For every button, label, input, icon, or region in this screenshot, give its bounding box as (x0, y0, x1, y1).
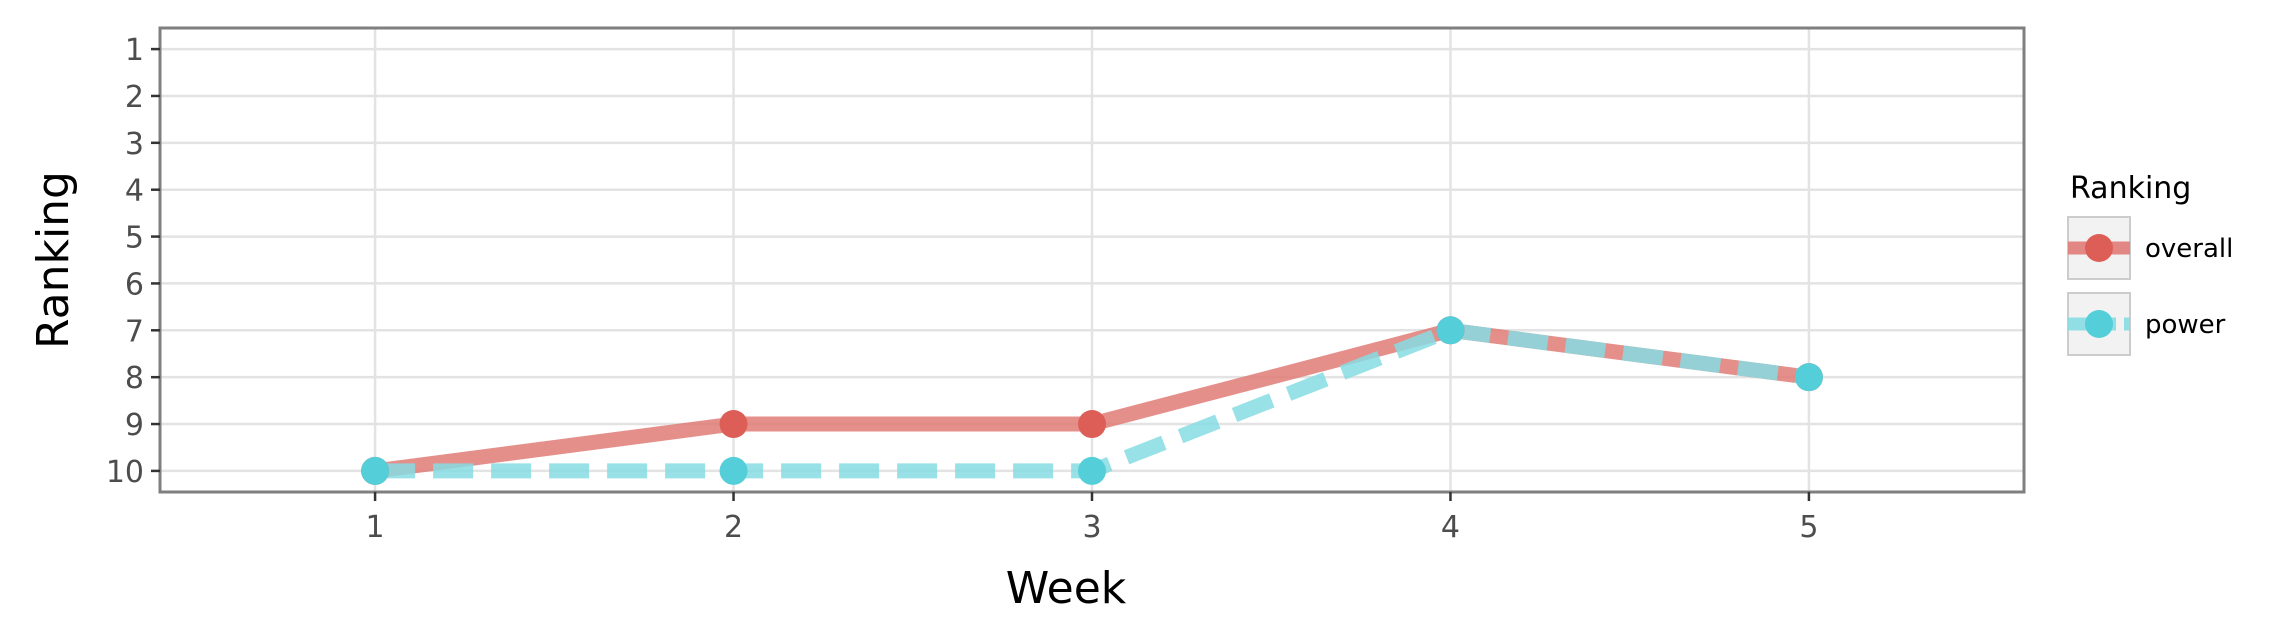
series-layer (361, 316, 1823, 485)
data-point-overall (1078, 410, 1106, 439)
y-axis-title: Ranking (28, 171, 79, 349)
y-tick-label: 5 (125, 221, 144, 256)
legend-marker-power (2085, 310, 2113, 338)
legend: Ranking overall power (2067, 171, 2233, 356)
y-tick-label: 7 (125, 314, 144, 349)
y-tick-label: 4 (125, 174, 144, 209)
x-tick-label: 2 (724, 510, 743, 545)
y-axis: 1 2 3 4 5 6 7 8 9 10 (106, 33, 160, 490)
y-tick-label: 1 (125, 33, 144, 68)
x-axis-title: Week (1006, 563, 1127, 614)
data-point-power (719, 456, 748, 485)
y-tick-label: 9 (125, 408, 144, 443)
data-point-power (1078, 456, 1106, 485)
y-tick-label: 6 (125, 267, 144, 302)
data-point-power (1436, 316, 1465, 345)
x-tick-label: 1 (366, 510, 385, 545)
y-tick-label: 3 (125, 127, 144, 162)
data-point-power (1794, 363, 1823, 392)
data-point-overall (719, 410, 748, 439)
x-tick-label: 3 (1082, 510, 1101, 545)
x-tick-label: 5 (1799, 510, 1818, 545)
y-tick-label: 8 (125, 361, 144, 396)
data-point-power (361, 456, 390, 485)
legend-title: Ranking (2070, 171, 2191, 206)
legend-marker-overall (2085, 234, 2113, 262)
x-tick-label: 4 (1441, 510, 1460, 545)
y-tick-label: 10 (106, 455, 144, 490)
x-axis: 1 2 3 4 5 (366, 492, 1818, 545)
legend-label-overall: overall (2145, 234, 2233, 264)
legend-label-power: power (2145, 310, 2226, 340)
y-tick-label: 2 (125, 80, 144, 115)
